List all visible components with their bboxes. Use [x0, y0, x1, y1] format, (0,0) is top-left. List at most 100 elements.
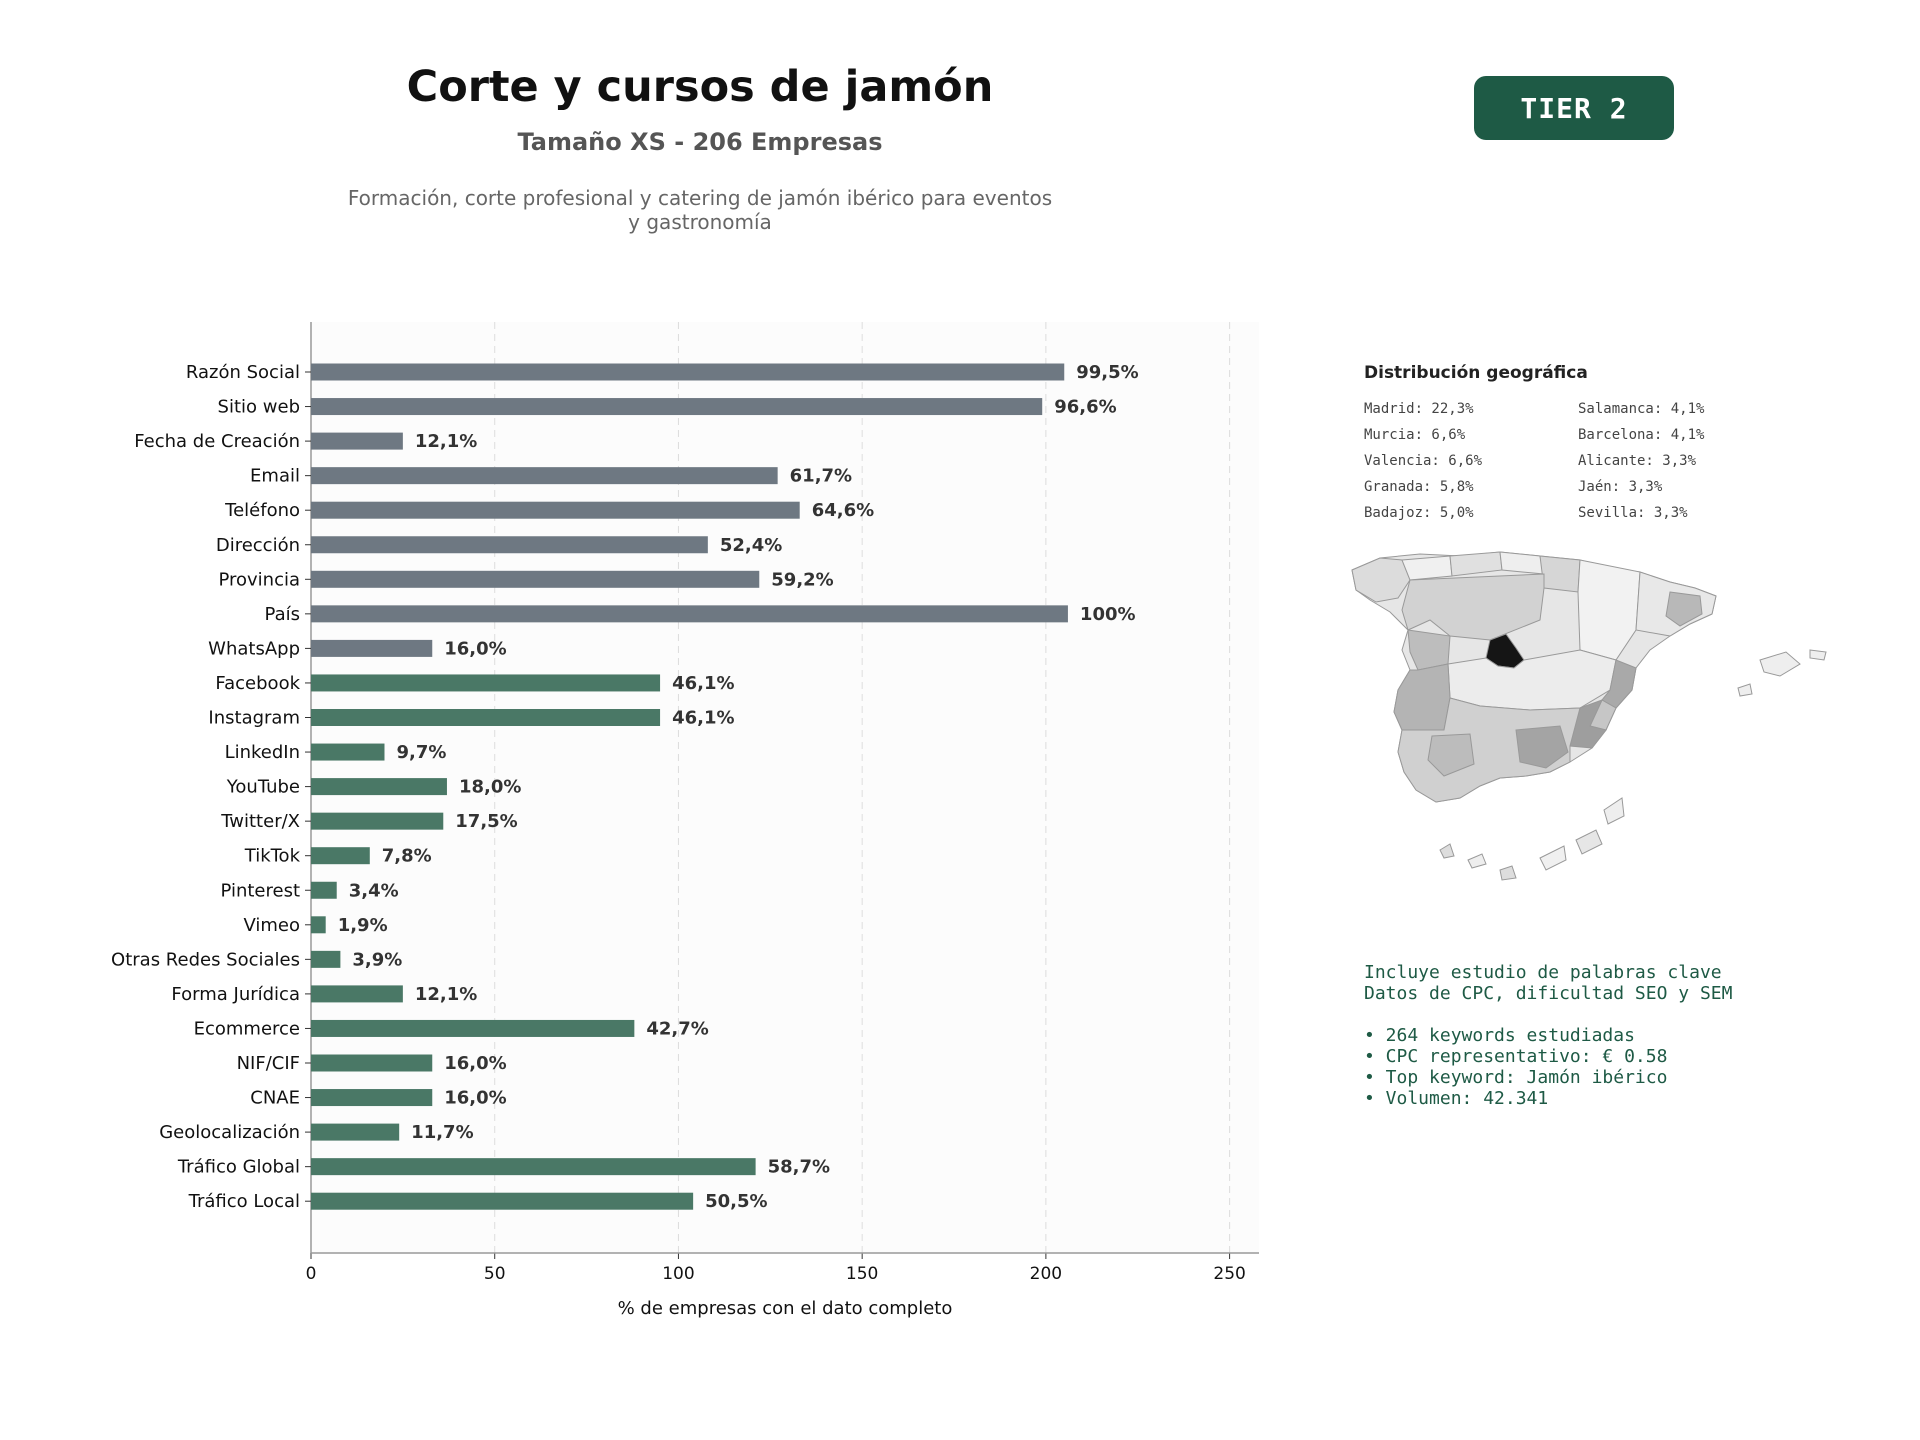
x-tick-label: 200 — [1030, 1264, 1062, 1284]
category-label: Razón Social — [186, 362, 300, 383]
value-label: 100% — [1080, 604, 1136, 625]
value-label: 59,2% — [771, 569, 833, 590]
page-subtitle: Tamaño XS - 206 Empresas — [517, 128, 883, 156]
category-label: Pinterest — [220, 880, 300, 901]
category-label: NIF/CIF — [237, 1053, 300, 1074]
geo-distribution-title: Distribución geográfica — [1364, 363, 1588, 383]
description-line-1: Formación, corte profesional y catering … — [347, 186, 1053, 210]
bar — [311, 881, 337, 899]
value-label: 96,6% — [1054, 397, 1116, 418]
category-label: Otras Redes Sociales — [111, 949, 300, 970]
category-label: Vimeo — [243, 915, 300, 936]
value-label: 1,9% — [338, 915, 388, 936]
category-label: Forma Jurídica — [171, 984, 300, 1005]
bar — [311, 743, 385, 761]
x-tick-label: 250 — [1213, 1264, 1245, 1284]
category-label: Sitio web — [218, 397, 300, 418]
value-label: 46,1% — [672, 708, 734, 729]
bar — [311, 1054, 433, 1072]
category-label: Provincia — [218, 569, 300, 590]
value-label: 16,0% — [444, 1088, 506, 1109]
value-label: 3,4% — [349, 880, 399, 901]
bar — [311, 1123, 400, 1141]
value-label: 17,5% — [455, 811, 517, 832]
keywords-bullet: • 264 keywords estudiadas — [1364, 1025, 1635, 1046]
x-tick-label: 100 — [662, 1264, 694, 1284]
galicia-shape — [1351, 557, 1411, 603]
category-label: Instagram — [208, 708, 300, 729]
value-label: 18,0% — [459, 777, 521, 798]
value-label: 99,5% — [1076, 362, 1138, 383]
x-axis-label: % de empresas con el dato completo — [618, 1298, 953, 1319]
bar — [311, 778, 447, 796]
geo-item: Murcia: 6,6% — [1364, 427, 1466, 443]
category-label: WhatsApp — [208, 638, 300, 659]
keywords-bullet: • Top keyword: Jamón ibérico — [1364, 1067, 1668, 1088]
bar — [311, 916, 326, 934]
category-label: Email — [250, 466, 300, 487]
value-label: 11,7% — [411, 1122, 473, 1143]
barcelona-shape — [1665, 591, 1703, 627]
navarra-shape — [1539, 555, 1581, 593]
value-label: 46,1% — [672, 673, 734, 694]
asturias-shape — [1401, 555, 1453, 581]
value-label: 52,4% — [720, 535, 782, 556]
value-label: 7,8% — [382, 846, 432, 867]
geo-item: Granada: 5,8% — [1364, 479, 1474, 495]
canary-island-shape — [1467, 853, 1487, 869]
value-label: 16,0% — [444, 1053, 506, 1074]
description-line-2: y gastronomía — [628, 210, 772, 234]
value-label: 42,7% — [646, 1018, 708, 1039]
page-description: Formación, corte profesional y catering … — [330, 186, 1070, 234]
geo-item: Alicante: 3,3% — [1578, 453, 1697, 469]
bar — [311, 398, 1043, 416]
keywords-bullet: • CPC representativo: € 0.58 — [1364, 1046, 1668, 1067]
category-label: TikTok — [244, 846, 301, 867]
geo-item: Valencia: 6,6% — [1364, 453, 1483, 469]
bar — [311, 536, 708, 554]
category-label: Facebook — [215, 673, 300, 694]
geo-item: Badajoz: 5,0% — [1364, 505, 1474, 521]
category-label: Dirección — [216, 535, 300, 556]
canary-island-shape — [1603, 797, 1625, 825]
bar — [311, 570, 760, 588]
value-label: 50,5% — [705, 1191, 767, 1212]
bar — [311, 950, 341, 968]
spain-province-map — [1351, 551, 1827, 881]
keywords-bullet: • Volumen: 42.341 — [1364, 1088, 1549, 1109]
bar — [311, 467, 778, 485]
balearic-islands-shape — [1759, 651, 1801, 677]
keywords-spacer — [1364, 1004, 1884, 1025]
x-tick-label: 150 — [846, 1264, 878, 1284]
bar — [311, 674, 661, 692]
bar — [311, 432, 403, 450]
value-label: 16,0% — [444, 638, 506, 659]
bar — [311, 985, 403, 1003]
keywords-panel: Incluye estudio de palabras clave Datos … — [1364, 962, 1884, 1109]
category-label: Tráfico Local — [188, 1191, 300, 1212]
value-label: 58,7% — [768, 1157, 830, 1178]
category-label: Fecha de Creación — [134, 431, 300, 452]
ibiza-shape — [1737, 683, 1753, 697]
bar — [311, 605, 1068, 623]
category-label: Teléfono — [224, 500, 300, 521]
bar — [311, 812, 444, 830]
bar — [311, 363, 1065, 381]
canary-island-shape — [1575, 829, 1603, 855]
value-label: 12,1% — [415, 431, 477, 452]
tier-badge: TIER 2 — [1474, 76, 1674, 140]
geo-item: Salamanca: 4,1% — [1578, 401, 1705, 417]
geo-item: Barcelona: 4,1% — [1578, 427, 1705, 443]
value-label: 9,7% — [396, 742, 446, 763]
category-label: LinkedIn — [225, 742, 300, 763]
bar — [311, 1019, 635, 1037]
plot-area — [311, 322, 1259, 1253]
bar — [311, 709, 661, 726]
category-label: Tráfico Global — [177, 1157, 300, 1178]
canary-island-shape — [1539, 845, 1567, 871]
x-tick-label: 50 — [484, 1264, 506, 1284]
value-label: 3,9% — [352, 949, 402, 970]
completeness-bar-chart: 0 50 100 150 200 250 Razón Social 99,5% Sitio we… — [111, 322, 1259, 1319]
keywords-line-1: Incluye estudio de palabras clave — [1364, 962, 1722, 983]
page-title: Corte y cursos de jamón — [406, 62, 994, 112]
